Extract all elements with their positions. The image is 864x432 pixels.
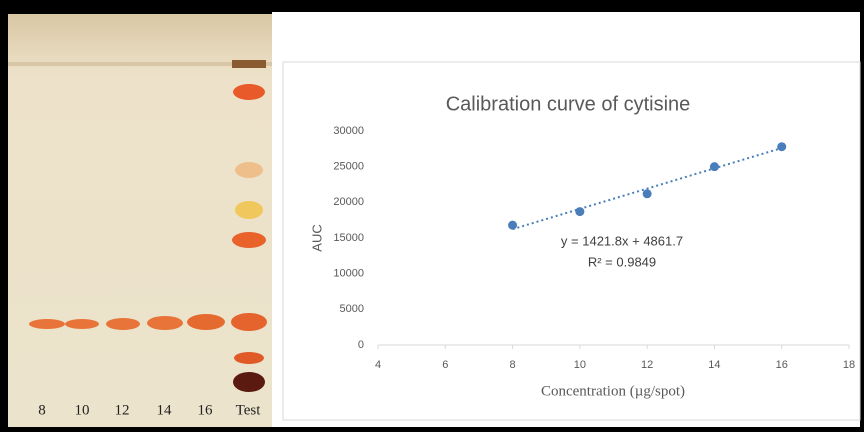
x-tick-label: 16 <box>776 359 788 371</box>
y-tick-label: 30000 <box>333 125 364 137</box>
trendline <box>512 147 783 231</box>
spot <box>235 201 263 219</box>
spot <box>232 232 266 248</box>
spot <box>231 313 267 331</box>
x-axis-title: Concentration (µg/spot) <box>541 383 685 399</box>
data-point <box>508 220 518 230</box>
data-point <box>709 162 719 172</box>
lane-label: 16 <box>198 402 214 418</box>
x-tick-label: 12 <box>641 359 653 371</box>
tlc-plate <box>8 14 272 427</box>
spot <box>235 162 263 178</box>
spot <box>233 372 265 392</box>
spot <box>29 319 65 329</box>
y-tick-label: 5000 <box>340 303 364 315</box>
x-tick-label: 14 <box>708 359 720 371</box>
trendline-equation: y = 1421.8x + 4861.7 <box>561 233 683 248</box>
lane-label: 12 <box>115 402 130 418</box>
plate-spots <box>29 60 267 392</box>
data-point <box>575 207 585 217</box>
spot <box>106 318 140 330</box>
spot <box>187 314 225 330</box>
lane-label: 8 <box>38 402 46 418</box>
spot <box>65 319 99 329</box>
r-squared: R² = 0.9849 <box>588 254 656 269</box>
x-tick-label: 4 <box>375 359 381 371</box>
lane-label: 10 <box>75 402 90 418</box>
x-tick-label: 18 <box>843 359 855 371</box>
spot <box>232 60 266 68</box>
chart-title: Calibration curve of cytisine <box>446 93 691 115</box>
spot <box>233 84 265 100</box>
spot <box>147 316 183 330</box>
lane-labels: 8 10 12 14 16 Test <box>38 402 261 418</box>
y-tick-label: 10000 <box>333 268 364 280</box>
x-tick-label: 10 <box>574 359 586 371</box>
lane-label: 14 <box>157 402 173 418</box>
lane-label: Test <box>236 402 262 418</box>
solvent-front <box>8 62 272 66</box>
x-tick-label: 8 <box>510 359 516 371</box>
y-tick-label: 20000 <box>333 196 364 208</box>
y-tick-label: 0 <box>358 339 364 351</box>
data-point <box>777 142 787 152</box>
spot <box>234 352 264 364</box>
chart-area <box>282 61 861 421</box>
y-axis-title: AUC <box>309 224 324 251</box>
y-tick-label: 25000 <box>333 161 364 173</box>
x-tick-label: 6 <box>442 359 448 371</box>
data-point <box>642 189 652 199</box>
y-tick-label: 15000 <box>333 232 364 244</box>
